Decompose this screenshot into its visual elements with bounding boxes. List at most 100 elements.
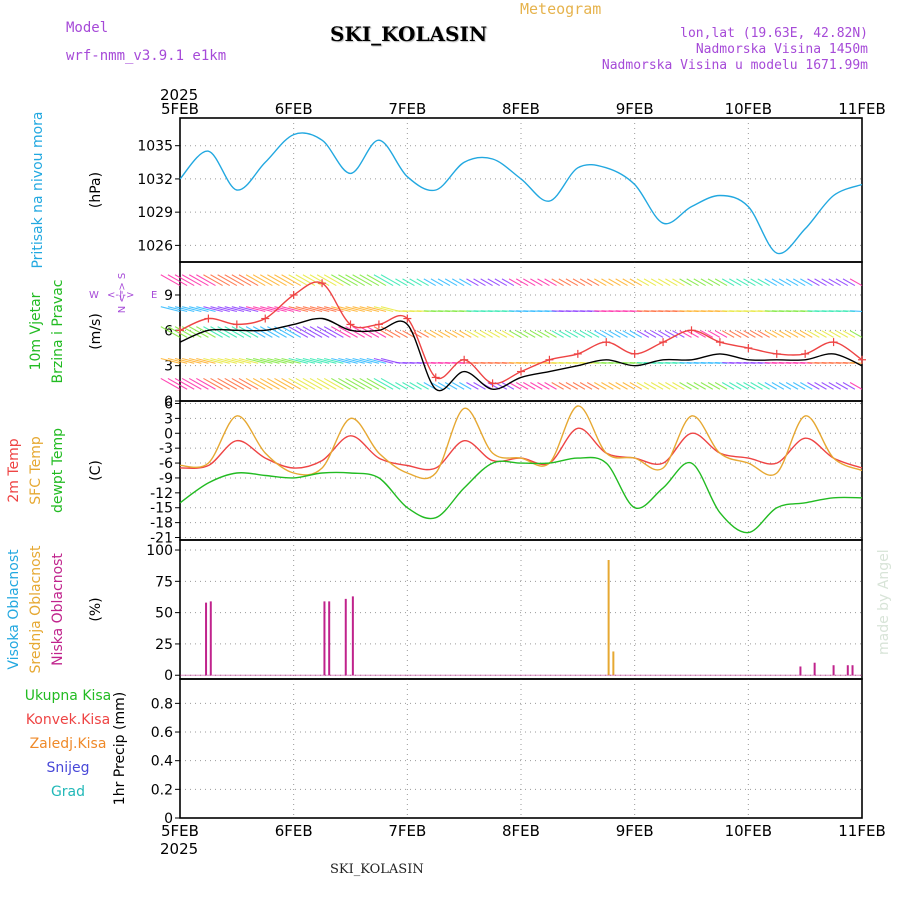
legend-sfc-temp: SFC Temp	[28, 436, 44, 505]
wind-barb	[657, 330, 671, 338]
model-label: Model	[66, 20, 109, 36]
legend-srednja-oblacnost: Srednja Oblacnost	[28, 545, 44, 673]
legend-zaledj-kisa: Zaledj.Kisa	[30, 736, 107, 752]
wind-barb	[189, 306, 209, 313]
wind-barb	[707, 382, 721, 390]
wind-barb	[650, 330, 664, 338]
wind-barb	[323, 326, 344, 338]
gust-point	[602, 338, 611, 347]
wind-barb	[309, 357, 330, 364]
wind-barb	[551, 278, 564, 287]
compass-west: W	[89, 290, 99, 301]
wind-barb	[416, 330, 429, 338]
legend-snijeg: Snijeg	[46, 760, 89, 776]
wind-barb	[778, 330, 792, 338]
wind-barb	[537, 382, 550, 390]
wind-barb	[224, 274, 245, 287]
wind-barb	[259, 326, 280, 338]
station-coords: lon,lat (19.63E, 42.82N)	[680, 26, 868, 41]
wind-barb	[373, 377, 394, 390]
wind-barb	[785, 278, 799, 287]
wind-barb	[601, 330, 614, 338]
wind-barb	[764, 330, 778, 338]
wind-barb	[466, 330, 479, 338]
x-tick-top-9FEB: 9FEB	[616, 100, 654, 118]
wind-barb	[160, 377, 181, 390]
wind-barb	[743, 330, 756, 338]
wind-barb	[395, 330, 408, 338]
wind-barb	[345, 377, 365, 390]
wind-barb	[686, 382, 699, 390]
wind-barb	[466, 278, 479, 287]
wind-barb	[544, 278, 557, 287]
wind-barb	[615, 330, 628, 338]
y-tick-temperature: -9	[159, 471, 173, 487]
y-tick-clouds: 25	[155, 637, 173, 653]
wind-barb	[792, 330, 806, 338]
wind-barb	[281, 306, 301, 313]
wind-barb	[594, 382, 607, 390]
wind-barb	[302, 357, 323, 364]
unit-temperature: (C)	[88, 460, 104, 481]
wind-barb	[814, 382, 827, 390]
x-tick-top-5FEB: 5FEB	[161, 100, 199, 118]
wind-barb	[686, 278, 699, 287]
gust-point	[858, 355, 866, 364]
wind-barb	[700, 330, 714, 338]
wind-barb	[473, 382, 486, 390]
wind-barb	[622, 278, 635, 287]
wind-barb	[622, 382, 635, 390]
gust-point	[318, 279, 327, 288]
wind-barb	[508, 382, 522, 390]
wind-barb	[444, 382, 458, 390]
wind-barb	[792, 382, 806, 390]
wind-barb	[821, 330, 834, 338]
year-top: 2025	[160, 86, 198, 104]
wind-barb	[558, 330, 571, 338]
compass-axis: <-|->	[107, 290, 134, 301]
wind-barb	[594, 278, 607, 287]
gust-point	[744, 343, 753, 352]
wind-barb	[743, 382, 756, 390]
gust-point	[460, 355, 469, 364]
wind-barb	[750, 382, 763, 390]
gust-point	[289, 290, 298, 299]
wind-barb	[359, 326, 380, 338]
wind-barb	[281, 326, 302, 338]
wind-barb	[238, 357, 259, 364]
wind-barb	[188, 377, 209, 390]
wind-barb	[253, 357, 273, 364]
wind-barb	[359, 357, 380, 364]
series-temperature-2	[179, 456, 863, 534]
wind-barb	[530, 278, 543, 287]
wind-barb	[650, 382, 664, 390]
wind-barb	[849, 330, 863, 338]
wind-barb	[252, 377, 273, 390]
wind-barb	[331, 306, 351, 313]
model-elevation: Nadmorska Visina u modelu 1671.99m	[601, 58, 868, 73]
wind-barb	[480, 330, 493, 338]
wind-barb	[672, 278, 685, 287]
wind-barb	[196, 306, 216, 313]
wind-barb	[359, 306, 380, 313]
wind-barb	[316, 357, 337, 364]
wind-barb	[281, 274, 302, 287]
wind-barb	[224, 357, 245, 364]
wind-barb	[842, 330, 856, 338]
wind-barb	[274, 357, 294, 364]
wind-barb	[771, 278, 785, 287]
wind-barb	[778, 382, 792, 390]
legend-ukupna-kisa: Ukupna Kisa	[25, 688, 112, 704]
wind-barb	[444, 278, 458, 287]
y-tick-temperature: -3	[159, 441, 173, 457]
wind-barb	[451, 382, 465, 390]
y-tick-clouds: 100	[146, 543, 173, 559]
wind-barb	[459, 278, 472, 287]
y-tick-temperature: -15	[150, 501, 173, 517]
wind-barb	[352, 357, 372, 364]
wind-barb	[665, 278, 678, 287]
x-tick-top-7FEB: 7FEB	[388, 100, 426, 118]
wind-barb	[302, 326, 323, 338]
wind-barb	[729, 330, 742, 338]
wind-barb	[380, 274, 401, 287]
